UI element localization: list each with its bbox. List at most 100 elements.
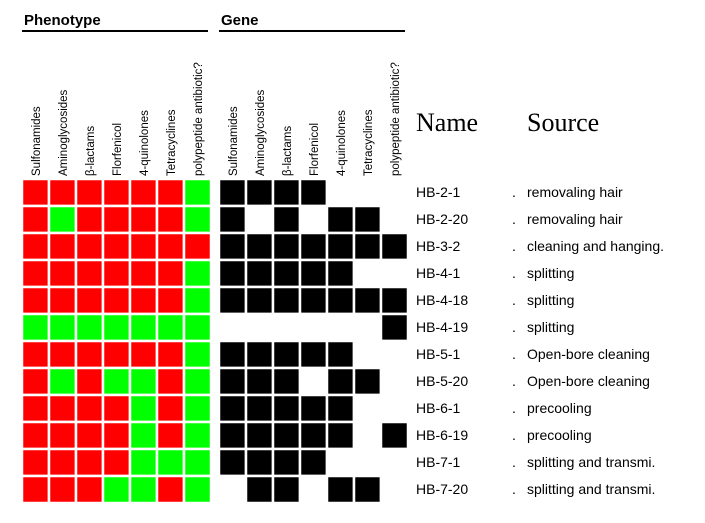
heatmap-cell xyxy=(271,312,302,343)
heatmap-cell xyxy=(271,447,302,478)
heatmap-cell xyxy=(182,393,213,424)
heatmap-cell xyxy=(217,312,248,343)
row-source: cleaning and hanging. xyxy=(527,238,664,254)
row-marker: . xyxy=(512,211,516,227)
row-name: HB-4-18 xyxy=(416,292,468,308)
heatmap-cell xyxy=(155,231,186,262)
heatmap-cell xyxy=(101,231,132,262)
heatmap-cell xyxy=(182,339,213,370)
row-name: HB-6-19 xyxy=(416,427,468,443)
heatmap-cell xyxy=(101,366,132,397)
heatmap-cell xyxy=(47,285,78,316)
heatmap-cell xyxy=(352,177,383,208)
row-name: HB-4-19 xyxy=(416,319,468,335)
heatmap-cell xyxy=(155,420,186,451)
column-label: β-lactams xyxy=(282,126,294,176)
row-source: removaling hair xyxy=(527,211,623,227)
heatmap-cell xyxy=(271,420,302,451)
heatmap-cell xyxy=(271,177,302,208)
column-label: Tetracyclines xyxy=(166,109,178,176)
heatmap-cell xyxy=(298,447,329,478)
heatmap-cell xyxy=(298,366,329,397)
group-title: Phenotype xyxy=(24,12,101,29)
heatmap-cell xyxy=(244,177,275,208)
heatmap-cell xyxy=(379,339,410,370)
row-source: splitting xyxy=(527,319,574,335)
heatmap-cell xyxy=(101,312,132,343)
heatmap-cell xyxy=(217,366,248,397)
row-name: HB-6-1 xyxy=(416,400,461,416)
row-marker: . xyxy=(512,238,516,254)
heatmap-cell xyxy=(155,366,186,397)
heatmap-cell xyxy=(101,393,132,424)
row-name: HB-5-20 xyxy=(416,373,468,389)
heatmap-cell xyxy=(20,393,51,424)
heatmap-cell xyxy=(298,339,329,370)
heatmap-cell xyxy=(352,258,383,289)
heatmap-cell xyxy=(101,474,132,505)
heatmap-cell xyxy=(379,474,410,505)
row-marker: . xyxy=(512,373,516,389)
heatmap-cell xyxy=(47,420,78,451)
row-marker: . xyxy=(512,346,516,362)
heatmap-cell xyxy=(182,285,213,316)
heatmap-cell xyxy=(101,177,132,208)
heatmap-cell xyxy=(128,285,159,316)
heatmap-cell xyxy=(325,285,356,316)
heatmap-cell xyxy=(352,339,383,370)
heatmap-cell xyxy=(352,420,383,451)
heatmap-cell xyxy=(271,393,302,424)
heatmap-cell xyxy=(74,231,105,262)
heatmap-cell xyxy=(244,447,275,478)
heatmap-cell xyxy=(74,393,105,424)
heatmap-cell xyxy=(74,177,105,208)
row-source: Open-bore cleaning xyxy=(527,346,650,362)
heatmap-cell xyxy=(298,393,329,424)
row-name: HB-5-1 xyxy=(416,346,461,362)
heatmap-cell xyxy=(128,393,159,424)
heatmap-cell xyxy=(155,474,186,505)
heatmap-cell xyxy=(352,204,383,235)
heatmap-cell xyxy=(74,420,105,451)
heatmap-cell xyxy=(352,312,383,343)
heatmap-cell xyxy=(325,474,356,505)
column-label: Sulfonamides xyxy=(228,106,240,176)
heatmap-cell xyxy=(379,447,410,478)
heatmap-cell xyxy=(271,204,302,235)
heatmap-cell xyxy=(325,339,356,370)
column-label: Tetracyclines xyxy=(363,109,375,176)
column-label: polypeptide antibiotic? xyxy=(390,62,402,176)
heatmap-cell xyxy=(182,366,213,397)
heatmap-cell xyxy=(128,177,159,208)
heatmap-cell xyxy=(379,312,410,343)
column-label: Florfenicol xyxy=(112,123,124,176)
heatmap-cell xyxy=(352,285,383,316)
heatmap-cell xyxy=(298,312,329,343)
heatmap-cell xyxy=(244,474,275,505)
heatmap-cell xyxy=(352,474,383,505)
heatmap-cell xyxy=(101,258,132,289)
column-label: 4-quinolones xyxy=(139,110,151,176)
heatmap-cell xyxy=(47,366,78,397)
heatmap-cell xyxy=(47,339,78,370)
group-title: Gene xyxy=(221,12,259,29)
heatmap-cell xyxy=(217,339,248,370)
heatmap-cell xyxy=(182,258,213,289)
source-header: Source xyxy=(527,108,599,137)
heatmap-cell xyxy=(379,393,410,424)
heatmap-cell xyxy=(155,393,186,424)
heatmap-cell xyxy=(352,366,383,397)
column-label: Florfenicol xyxy=(309,123,321,176)
heatmap-cell xyxy=(128,258,159,289)
heatmap-cell xyxy=(217,447,248,478)
heatmap-cell xyxy=(155,177,186,208)
column-label: polypeptide antibiotic? xyxy=(193,62,205,176)
heatmap-cell xyxy=(298,285,329,316)
row-source: splitting and transmi. xyxy=(527,454,655,470)
heatmap-cell xyxy=(244,420,275,451)
heatmap-cell xyxy=(182,177,213,208)
heatmap-cell xyxy=(271,231,302,262)
heatmap-cell xyxy=(244,339,275,370)
heatmap-cell xyxy=(325,447,356,478)
